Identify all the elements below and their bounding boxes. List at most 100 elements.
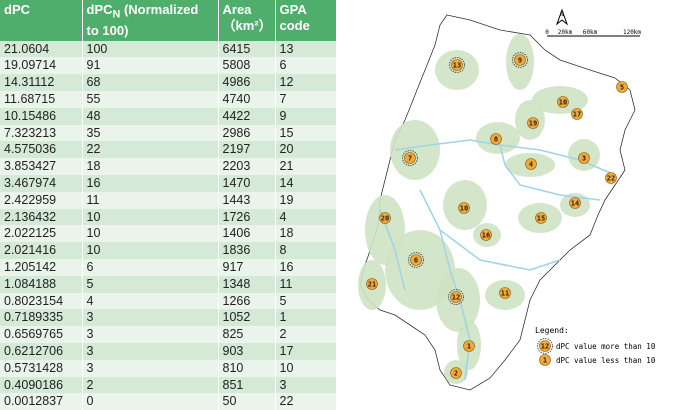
- table-cell: 1726: [218, 208, 276, 226]
- table-row: 7.323213 35 2986 15: [0, 124, 337, 142]
- table-cell: 1470: [218, 174, 276, 192]
- gpa-marker: [535, 212, 547, 224]
- gpa-marker-label: 20: [381, 215, 389, 223]
- table-cell: 917: [218, 258, 276, 276]
- header-row: dPC dPCN (Normalized to 100) Area（km²） GPA …: [0, 0, 337, 41]
- table-cell: 1348: [218, 275, 276, 293]
- table-cell: 21.0604: [0, 40, 83, 58]
- table-cell: 0.4090186: [0, 376, 83, 394]
- table-row: 0.8023154 4 1266 5: [0, 292, 337, 310]
- table-cell: 0.0012837: [0, 393, 83, 410]
- table-cell: 10: [82, 242, 219, 259]
- table-cell: 1836: [218, 242, 276, 259]
- gpa-marker-label: 8: [494, 136, 498, 144]
- table-cell: 10: [82, 208, 219, 226]
- table-cell: 11.68715: [0, 90, 83, 108]
- table-cell: 55: [82, 90, 219, 108]
- gpa-marker: [578, 152, 590, 164]
- header-subscript: N: [112, 8, 121, 21]
- gpa-marker: [490, 133, 502, 145]
- gpa-marker-label: 14: [571, 200, 579, 208]
- gpa-marker-label: 7: [408, 155, 412, 163]
- gpa-marker-ring: [448, 289, 464, 305]
- gpa-marker-label: 10: [460, 205, 468, 213]
- legend-marker: [539, 354, 551, 366]
- table-cell: 2.021416: [0, 242, 83, 259]
- table-cell: 19: [275, 191, 337, 209]
- table-row: 14.31112 68 4986 12: [0, 74, 337, 91]
- gpa-marker: [514, 54, 526, 66]
- gpa-marker-label: 15: [537, 215, 545, 223]
- table-cell: 2203: [218, 158, 276, 175]
- table-cell: 3: [82, 359, 219, 377]
- legend-marker-ring: [537, 338, 553, 354]
- gpa-marker: [410, 254, 422, 266]
- gpa-marker-ring: [449, 57, 465, 73]
- table-row: 0.5731428 3 810 10: [0, 359, 337, 377]
- north-arrow: [555, 8, 569, 26]
- table-cell: 3: [82, 309, 219, 327]
- table-cell: 1406: [218, 225, 276, 243]
- legend-marker-label: 1: [543, 357, 547, 365]
- table-cell: 7.323213: [0, 124, 83, 142]
- gpa-marker-label: 11: [501, 290, 509, 298]
- gpa-marker-label: 17: [573, 111, 581, 119]
- province-outline: [359, 14, 636, 391]
- table-row: 3.853427 18 2203 21: [0, 158, 337, 175]
- gpa-marker-label: 13: [453, 62, 461, 70]
- table-cell: 12: [275, 74, 337, 91]
- table-cell: 851: [218, 376, 276, 394]
- table-cell: 3.467974: [0, 174, 83, 192]
- legend-title: Legend:: [535, 326, 569, 335]
- table-cell: 10: [275, 359, 337, 377]
- table-row: 3.467974 16 1470 14: [0, 174, 337, 192]
- table-cell: 4: [275, 208, 337, 226]
- scale-label: 0: [545, 29, 549, 36]
- table-row: 4.575036 22 2197 20: [0, 141, 337, 159]
- table-cell: 5: [82, 275, 219, 293]
- gpa-marker: [451, 59, 463, 71]
- table-cell: 2.422959: [0, 191, 83, 209]
- gpa-marker: [404, 152, 416, 164]
- gpa-marker: [571, 108, 583, 120]
- gpa-marker: [366, 278, 378, 290]
- table-row: 2.021416 10 1836 8: [0, 242, 337, 259]
- table-row: 19.09714 91 5808 6: [0, 57, 337, 75]
- gpa-marker-label: 19: [529, 120, 537, 128]
- gpa-marker-label: 12: [452, 294, 460, 302]
- table-cell: 17: [275, 342, 337, 360]
- gpa-marker-label: 4: [529, 161, 533, 169]
- table-row: 1.205142 6 917 16: [0, 258, 337, 276]
- legend-marker-label: 12: [541, 343, 549, 351]
- table-cell: 0.7189335: [0, 309, 83, 327]
- table-cell: 2.136432: [0, 208, 83, 226]
- gpa-marker-label: 21: [368, 281, 376, 289]
- gpa-marker: [616, 81, 628, 93]
- gpa-marker-label: 1: [467, 343, 471, 351]
- river: [499, 144, 601, 201]
- table-cell: 16: [82, 174, 219, 192]
- table-cell: 19.09714: [0, 57, 83, 75]
- gpa-marker-label: 3: [582, 155, 586, 163]
- table-cell: 0.6212706: [0, 342, 83, 360]
- header-text: GPA code: [279, 2, 310, 33]
- table-cell: 10.15486: [0, 107, 83, 125]
- gpa-marker: [557, 96, 569, 108]
- gpa-marker-label: 10: [559, 99, 567, 107]
- table-cell: 6: [275, 57, 337, 75]
- gpa-marker: [499, 287, 511, 299]
- table-row: 1.084188 5 1348 11: [0, 275, 337, 293]
- gpa-marker-ring: [512, 52, 528, 68]
- table-cell: 1443: [218, 191, 276, 209]
- gpa-marker-label: 2: [454, 370, 458, 378]
- header-cell: Area（km²）: [218, 0, 276, 41]
- table-row: 0.4090186 2 851 3: [0, 376, 337, 394]
- scale-label: 60km: [583, 29, 598, 36]
- gpa-marker: [480, 229, 492, 241]
- table-cell: 4740: [218, 90, 276, 108]
- header-text: dPC: [4, 2, 30, 17]
- table-cell: 11: [82, 191, 219, 209]
- gpa-marker-ring: [402, 150, 418, 166]
- table-cell: 16: [275, 258, 337, 276]
